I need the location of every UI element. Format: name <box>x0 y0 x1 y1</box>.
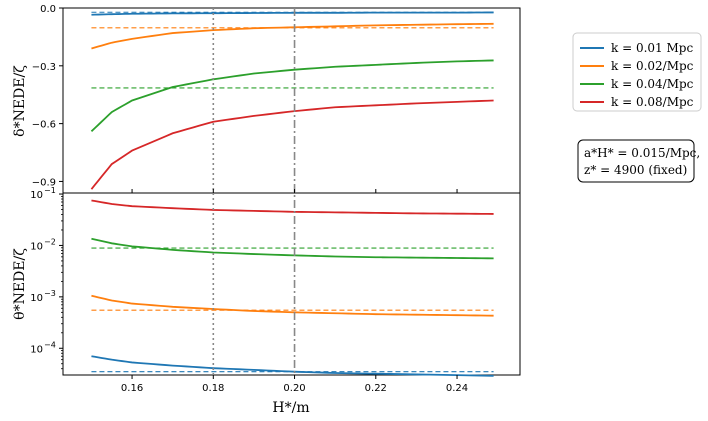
bottom-ytick-exponent: −1 <box>44 186 56 195</box>
top-series-2 <box>90 59 494 132</box>
top-ytick-label: −0.9 <box>32 177 56 188</box>
xlabel: H*/m <box>272 400 309 416</box>
bottom-ytick-label: 10 <box>30 344 43 355</box>
xtick-label: 0.24 <box>446 383 468 394</box>
xtick-label: 0.16 <box>121 383 143 394</box>
bottom-panel-frame <box>62 192 521 376</box>
bottom-ytick-exponent: −3 <box>44 289 56 298</box>
annotation-line-2: z* = 4900 (fixed) <box>584 163 687 177</box>
top-series-3 <box>90 99 494 190</box>
annotation: a*H* = 0.015/Mpc, z* = 4900 (fixed) <box>577 139 700 183</box>
xtick-label: 0.22 <box>365 383 387 394</box>
bottom-series-1 <box>91 294 494 317</box>
bottom-series-2 <box>91 237 494 260</box>
top-ylabel: δ*NEDE/ζ <box>12 65 28 137</box>
vertical-lines <box>212 8 296 375</box>
top-panel <box>90 11 494 190</box>
bottom-ytick-exponent: −2 <box>44 237 56 246</box>
legend-entry-3: k = 0.08/Mpc <box>611 95 694 109</box>
top-series-0 <box>91 11 494 16</box>
legend-entry-2: k = 0.04/Mpc <box>611 77 694 91</box>
bottom-ytick-label: 10 <box>30 293 43 304</box>
annotation-box <box>577 139 695 183</box>
bottom-ylabel: θ*NEDE/ζ <box>12 248 28 320</box>
top-ytick-label: 0.0 <box>40 4 56 15</box>
legend-box <box>572 32 702 112</box>
axes: 0.0−0.3−0.6−0.910−110−210−310 −40.16 0.18 0… <box>30 4 468 394</box>
bottom-series-0 <box>91 355 494 377</box>
top-series-1 <box>91 22 494 50</box>
legend-entry-0: k = 0.01 Mpc <box>611 41 693 55</box>
top-ytick-label: −0.6 <box>32 120 56 131</box>
top-ytick-label: −0.3 <box>32 62 56 73</box>
bottom-ytick-exponent: −4 <box>44 340 56 349</box>
xtick-label: 0.18 <box>202 383 224 394</box>
bottom-panel <box>91 199 494 377</box>
annotation-line-1: a*H* = 0.015/Mpc, <box>584 146 700 160</box>
legend: k = 0.01 Mpc k = 0.02/Mpc k = 0.04/Mpc k = … <box>572 32 702 112</box>
bottom-ytick-label: 10 <box>30 190 43 201</box>
bottom-series-3 <box>91 199 494 215</box>
legend-entry-1: k = 0.02/Mpc <box>611 59 694 73</box>
xtick-label: 0.20 <box>283 383 305 394</box>
bottom-ytick-label: 10 <box>30 241 43 252</box>
